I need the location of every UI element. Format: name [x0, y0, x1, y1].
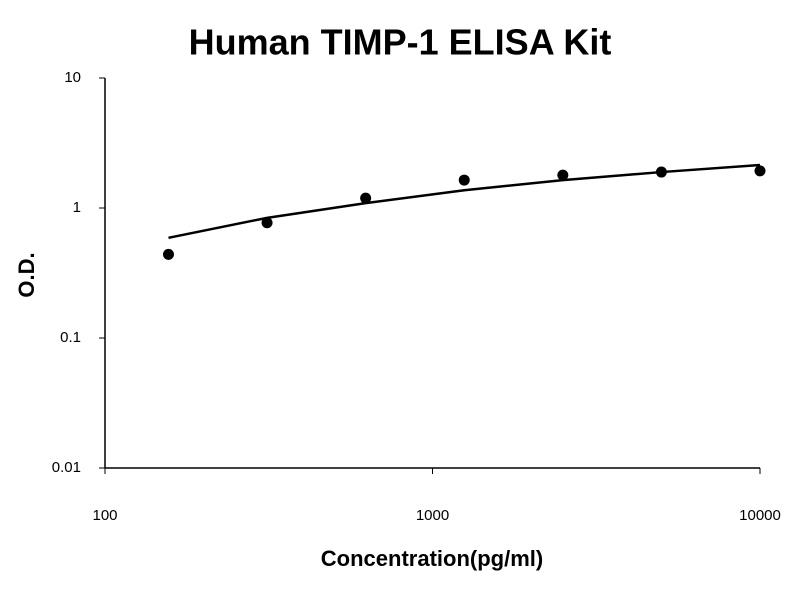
x-axis-label: Concentration(pg/ml) [321, 546, 543, 571]
fit-line [168, 163, 761, 240]
y-tick-label: 0.01 [52, 459, 81, 476]
y-tick-label: 0.1 [60, 329, 81, 346]
data-point [754, 165, 766, 177]
data-point [360, 192, 372, 204]
chart-title: Human TIMP-1 ELISA Kit [189, 22, 612, 63]
y-axis-label: O.D. [14, 252, 39, 297]
data-point [557, 169, 569, 181]
x-tick-label: 1000 [416, 507, 449, 524]
x-tick-label: 100 [92, 507, 117, 524]
y-tick-label: 10 [64, 69, 81, 86]
data-point [162, 248, 174, 260]
data-point [458, 174, 470, 186]
x-tick-label: 10000 [739, 507, 781, 524]
y-tick-label: 1 [73, 199, 81, 216]
data-point [261, 217, 273, 229]
